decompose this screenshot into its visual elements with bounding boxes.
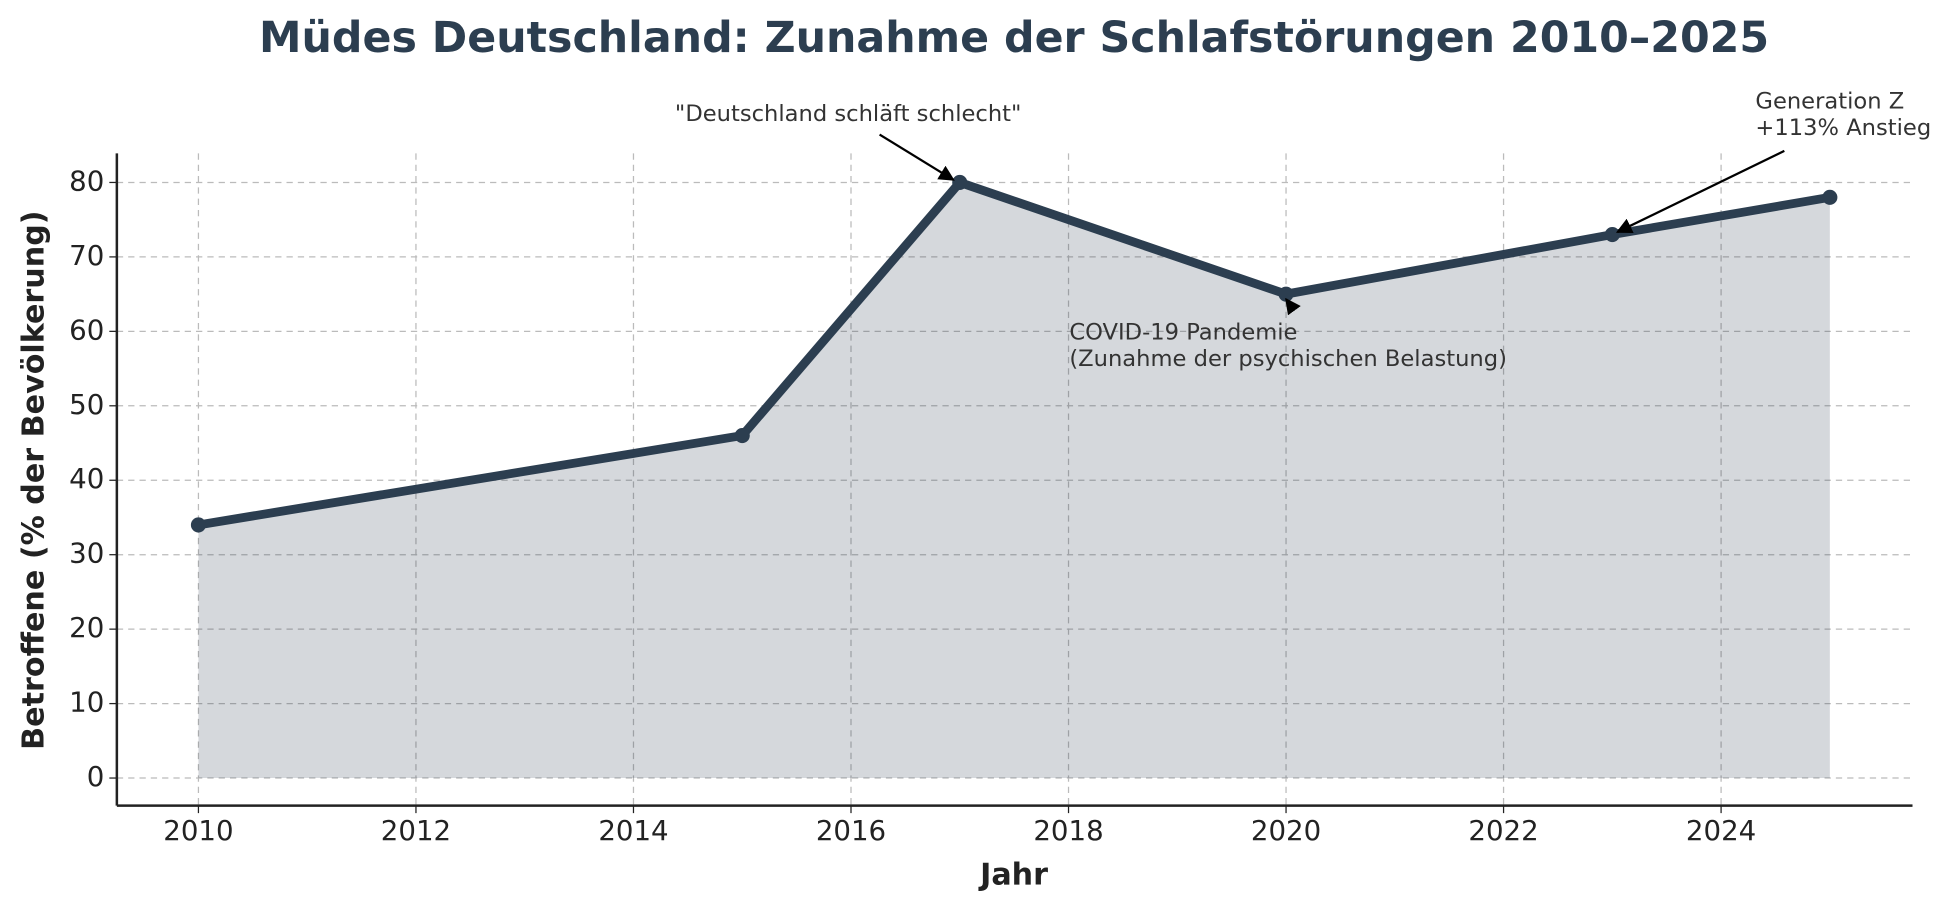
annotation-arrow	[1285, 297, 1301, 316]
data-point	[1822, 189, 1838, 205]
x-tick-label: 2010	[163, 814, 233, 847]
y-tick-label: 50	[69, 388, 104, 421]
y-tick-label: 80	[69, 164, 104, 197]
data-point	[1604, 227, 1620, 243]
data-point	[952, 174, 968, 190]
annotation-text: +113% Anstieg	[1755, 115, 1931, 141]
x-tick-label: 2012	[381, 814, 451, 847]
annotation-text: Generation Z	[1755, 88, 1904, 114]
y-axis-label: Betroffene (% der Bevölkerung)	[17, 210, 52, 749]
x-axis-label: Jahr	[978, 857, 1048, 892]
x-tick-label: 2018	[1033, 814, 1103, 847]
y-tick-label: 0	[87, 760, 105, 793]
data-point	[190, 517, 206, 533]
y-tick-label: 60	[69, 313, 104, 346]
annotation-text: (Zunahme der psychischen Belastung)	[1069, 346, 1507, 372]
data-point	[734, 428, 750, 444]
x-tick-label: 2022	[1468, 814, 1538, 847]
y-tick-label: 10	[69, 686, 104, 719]
area-fill	[198, 182, 1830, 779]
annotation-arrow	[879, 133, 955, 181]
data-line	[197, 178, 1831, 530]
annotation-text: "Deutschland schläft schlecht"	[675, 101, 1022, 127]
x-tick-label: 2020	[1251, 814, 1321, 847]
y-tick-label: 20	[69, 611, 104, 644]
x-tick-label: 2016	[816, 814, 886, 847]
y-tick-label: 70	[69, 239, 104, 272]
annotation-arrow	[1615, 149, 1785, 234]
y-tick-label: 30	[69, 537, 104, 570]
chart-title: Müdes Deutschland: Zunahme der Schlafstö…	[259, 13, 1769, 63]
x-tick-label: 2024	[1686, 814, 1756, 847]
x-tick-label: 2014	[598, 814, 668, 847]
y-tick-label: 40	[69, 462, 104, 495]
annotation-text: COVID-19 Pandemie	[1069, 320, 1297, 346]
